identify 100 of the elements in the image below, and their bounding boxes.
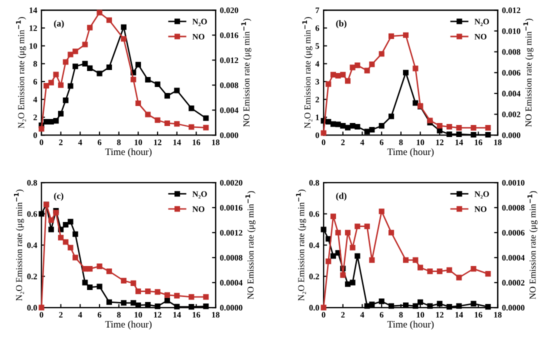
y-tick-label: 0.8 (309, 180, 320, 186)
legend-label: NO (474, 206, 486, 212)
x-tick-label: 12 (436, 312, 444, 318)
y2-tick-label: 0.0004 (220, 280, 243, 286)
y-tick-label: 5 (316, 43, 320, 49)
y2-tick-label: 0.000 (220, 132, 238, 138)
y2-tick-label: 0.002 (502, 112, 520, 118)
x-tick-label: 4 (78, 140, 82, 146)
y-tick-label: 0.4 (309, 242, 320, 248)
x-tick-label: 4 (78, 312, 82, 318)
x-tick-label: 10 (134, 312, 142, 318)
y2-tick-label: 0.000 (502, 132, 520, 138)
y-tick-label: 1 (316, 114, 319, 120)
y2-tick-label: 0.0020 (220, 180, 242, 186)
x-tick-label: 14 (173, 140, 181, 146)
y-tick-label: 4 (33, 96, 38, 102)
x-tick-label: 6 (98, 312, 102, 318)
x-tick-label: 4 (360, 140, 364, 146)
legend-label: N₂O (474, 18, 489, 26)
x-tick-label: 12 (436, 140, 444, 146)
y-tick-label: 0.8 (27, 180, 38, 186)
y2-tick-label: 0.0008 (502, 204, 525, 211)
x-tick-label: 4 (360, 312, 364, 318)
y2-tick-label: 0.0002 (502, 280, 524, 286)
x-tick-label: 10 (416, 140, 424, 146)
y2-tick-label: 0.012 (220, 57, 238, 64)
x-tick-label: 10 (134, 140, 142, 146)
y-tick-label: 0.2 (309, 274, 320, 280)
y2-tick-label: 0.0016 (220, 204, 242, 211)
x-tick-label: 10 (416, 312, 424, 318)
y2-tick-label: 0.0008 (220, 254, 242, 261)
x-tick-label: 18 (494, 312, 502, 318)
y-tick-label: 12 (30, 25, 37, 31)
legend-label: NO (192, 34, 204, 40)
x-tick-label: 16 (192, 312, 200, 318)
x-tick-label: 18 (212, 312, 220, 318)
y-tick-label: 4 (315, 61, 320, 67)
y-axis-title: N₂O Emission rate (μg min$^{−1}$) (16, 17, 26, 128)
annotation: (d) (336, 192, 346, 201)
y-axis-title: N₂O Emission rate (μg min$^{−1}$) (14, 190, 24, 301)
x-axis-title: Time (hour) (387, 320, 434, 330)
legend-label: NO (192, 206, 204, 212)
y2-tick-label: 0.0000 (220, 304, 242, 311)
y-tick-label: 0.6 (309, 211, 320, 217)
y-tick-label: 6 (316, 25, 320, 31)
x-tick-label: 8 (117, 140, 121, 146)
y-tick-label: 7 (316, 8, 320, 14)
y2-tick-label: 0.008 (502, 49, 520, 55)
x-tick-label: 2 (341, 312, 345, 318)
x-tick-label: 0 (40, 140, 44, 146)
x-tick-label: 12 (154, 140, 162, 146)
y2-tick-label: 0.004 (502, 90, 520, 96)
x-tick-label: 18 (494, 140, 502, 146)
y2-tick-label: 0.0006 (502, 230, 525, 236)
y-tick-label: 0.4 (27, 242, 38, 248)
x-tick-label: 6 (98, 140, 102, 146)
y-axis-title: N₂O Emission rate (μg min$^{−1}$) (296, 190, 306, 301)
x-tick-label: 6 (380, 140, 384, 146)
legend-label: N₂O (474, 191, 489, 198)
x-tick-label: 16 (474, 140, 482, 146)
x-axis-title: Time (hour) (387, 148, 434, 158)
y-tick-label: 0 (316, 132, 320, 138)
y-tick-label: 2 (33, 114, 37, 120)
x-tick-label: 6 (380, 312, 384, 318)
annotation: (a) (54, 20, 64, 28)
x-tick-label: 8 (117, 312, 121, 318)
x-axis-title: Time (hour) (105, 148, 152, 158)
y2-tick-label: 0.0000 (502, 304, 524, 311)
x-tick-label: 16 (474, 312, 482, 318)
x-tick-label: 8 (399, 140, 403, 146)
y2-axis-title: NO Emission rate (μg min$^{−1}$) (245, 191, 256, 300)
x-tick-label: 8 (399, 312, 403, 318)
y2-tick-label: 0.0012 (220, 230, 242, 236)
y2-tick-label: 0.006 (502, 70, 520, 76)
y-tick-label: 0.6 (27, 211, 38, 217)
y2-tick-label: 0.020 (220, 7, 238, 14)
x-axis-title: Time (hour) (105, 320, 152, 330)
legend-label: N₂O (192, 191, 207, 198)
x-tick-label: 2 (59, 312, 63, 318)
x-tick-label: 2 (59, 140, 63, 146)
y2-axis-title: NO Emission rate (μg min$^{−1}$) (528, 191, 538, 300)
x-tick-label: 0 (40, 312, 44, 318)
x-tick-label: 14 (456, 140, 464, 146)
legend-label: NO (474, 34, 486, 40)
y-tick-label: 6 (33, 78, 38, 85)
y2-tick-label: 0.010 (502, 28, 520, 34)
y-tick-label: 0 (33, 132, 37, 138)
x-tick-label: 18 (212, 140, 220, 146)
y2-axis-title: NO Emission rate (μg min$^{−1}$) (241, 18, 252, 127)
y-tick-label: 0.2 (27, 274, 37, 280)
y-tick-label: 0.0 (27, 304, 37, 311)
annotation: (b) (336, 20, 346, 28)
y2-tick-label: 0.0010 (502, 180, 524, 186)
y-tick-label: 2 (316, 96, 320, 102)
y2-tick-label: 0.004 (220, 107, 238, 114)
y-axis-title: N₂O Emission rate (μg min$^{−1}$) (302, 17, 312, 128)
x-tick-label: 0 (322, 140, 326, 146)
y-tick-label: 8 (33, 61, 38, 67)
y-tick-label: 10 (30, 43, 37, 49)
x-tick-label: 14 (456, 312, 464, 318)
